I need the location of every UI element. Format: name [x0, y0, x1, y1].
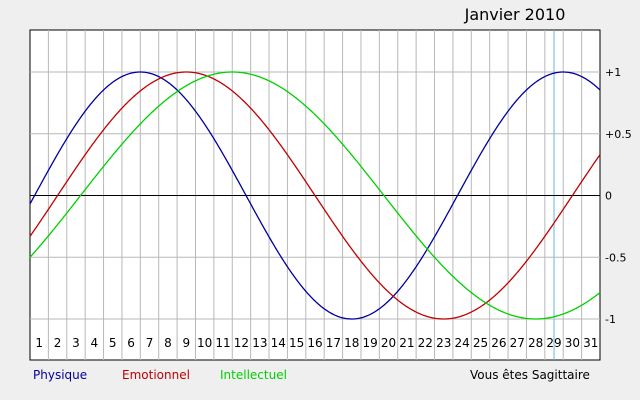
x-tick-label: 29 — [546, 336, 561, 350]
legend-intellectuel: Intellectuel — [220, 368, 287, 382]
x-tick-label: 15 — [289, 336, 304, 350]
x-tick-label: 28 — [528, 336, 543, 350]
chart-title: Janvier 2010 — [464, 5, 566, 24]
x-tick-label: 10 — [197, 336, 212, 350]
x-tick-label: 6 — [127, 336, 135, 350]
series-line-physique — [29, 71, 601, 320]
x-tick-label: 4 — [91, 336, 99, 350]
x-tick-label: 7 — [146, 336, 154, 350]
x-tick-label: 20 — [381, 336, 396, 350]
y-tick-labels: +1 +0.5 0 -0.5 -1 — [605, 66, 632, 326]
x-tick-label: 26 — [491, 336, 506, 350]
zodiac-sign-text: Vous êtes Sagittaire — [470, 368, 590, 382]
x-tick-label: 23 — [436, 336, 451, 350]
series-line-emotionnel — [29, 71, 601, 320]
x-tick-label: 22 — [418, 336, 433, 350]
x-tick-label: 17 — [326, 336, 341, 350]
y-tick-label: +0.5 — [605, 128, 632, 141]
x-tick-label: 14 — [271, 336, 286, 350]
x-tick-label: 21 — [399, 336, 414, 350]
x-tick-label: 5 — [109, 336, 117, 350]
curves — [29, 71, 601, 320]
x-tick-label: 12 — [234, 336, 249, 350]
x-tick-label: 16 — [307, 336, 322, 350]
x-tick-label: 2 — [54, 336, 62, 350]
series-line-intellectuel — [29, 71, 601, 320]
y-tick-label: -1 — [605, 313, 616, 326]
x-tick-label: 9 — [182, 336, 190, 350]
y-tick-label: -0.5 — [605, 251, 626, 264]
x-tick-label: 30 — [565, 336, 580, 350]
x-tick-label: 1 — [35, 336, 43, 350]
x-tick-label: 27 — [510, 336, 525, 350]
x-tick-label: 31 — [583, 336, 598, 350]
y-tick-label: +1 — [605, 66, 621, 79]
x-tick-label: 25 — [473, 336, 488, 350]
x-tick-labels: 1 2 3 4 5 6 7 8 9 10 11 12 13 14 15 16 17 18 19 20 21 22 23 24 2… — [35, 336, 598, 350]
x-tick-label: 24 — [454, 336, 469, 350]
x-tick-label: 3 — [72, 336, 80, 350]
y-tick-label: 0 — [605, 190, 612, 203]
x-tick-label: 19 — [363, 336, 378, 350]
x-tick-label: 18 — [344, 336, 359, 350]
x-tick-label: 8 — [164, 336, 172, 350]
legend-emotionnel: Emotionnel — [122, 368, 190, 382]
x-tick-label: 11 — [215, 336, 230, 350]
x-tick-label: 13 — [252, 336, 267, 350]
legend-physique: Physique — [33, 368, 88, 382]
